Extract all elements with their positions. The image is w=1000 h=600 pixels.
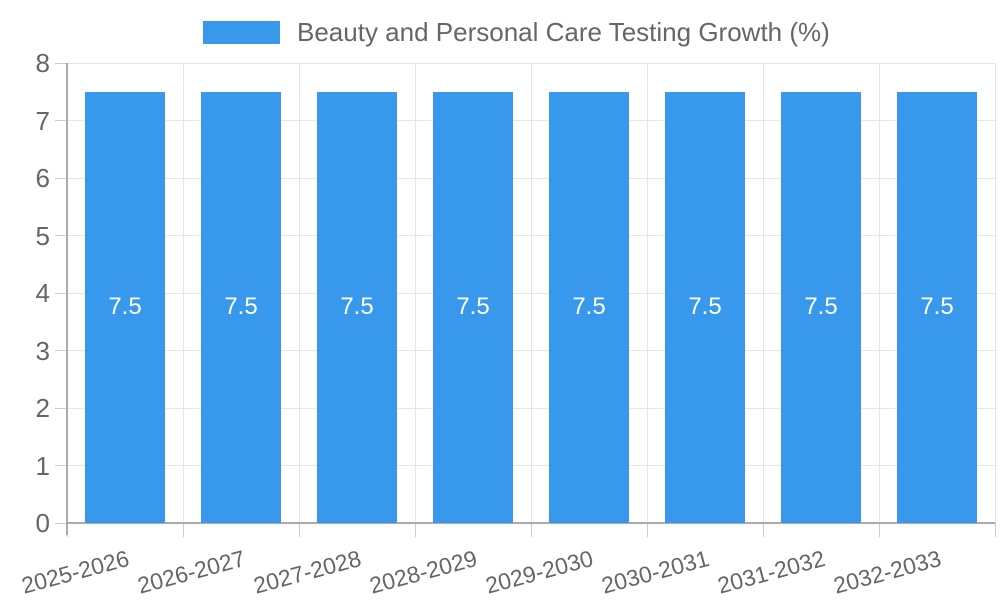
bar[interactable]: 7.5 xyxy=(665,91,745,523)
v-gridline xyxy=(530,63,532,523)
y-axis-line xyxy=(66,63,68,535)
bar[interactable]: 7.5 xyxy=(549,91,629,523)
bar[interactable]: 7.5 xyxy=(433,91,513,523)
y-tick-label: 3 xyxy=(35,335,50,366)
y-tick-mark xyxy=(55,465,67,466)
y-tick-label: 5 xyxy=(35,220,50,251)
x-axis-line xyxy=(67,522,995,524)
x-tick-mark xyxy=(646,523,648,537)
y-tick-mark xyxy=(55,120,67,121)
v-gridline xyxy=(878,63,880,523)
y-tick-mark xyxy=(55,177,67,179)
v-gridline xyxy=(646,63,648,523)
v-gridline xyxy=(762,63,764,523)
x-tick-mark xyxy=(182,523,184,537)
y-tick-label: 7 xyxy=(35,105,50,136)
y-tick-label: 0 xyxy=(35,508,50,538)
bar-value-label: 7.5 xyxy=(224,293,258,321)
bar[interactable]: 7.5 xyxy=(897,91,977,523)
x-tick-mark xyxy=(878,523,880,537)
bar-value-label: 7.5 xyxy=(340,293,374,321)
bar-value-label: 7.5 xyxy=(456,293,490,321)
y-tick-mark xyxy=(55,62,67,64)
y-tick-label: 2 xyxy=(35,393,50,423)
y-tick-mark xyxy=(55,235,67,236)
bar-value-label: 7.5 xyxy=(108,293,142,321)
legend-swatch xyxy=(203,20,280,44)
chart-legend[interactable]: Beauty and Personal Care Testing Growth … xyxy=(203,14,830,50)
y-tick-label: 6 xyxy=(35,163,50,193)
bar[interactable]: 7.5 xyxy=(201,91,281,523)
x-tick-label: 2032-2033 xyxy=(830,545,944,599)
y-tick-label: 1 xyxy=(35,450,50,481)
bar-value-label: 7.5 xyxy=(572,293,606,321)
bar[interactable]: 7.5 xyxy=(781,91,861,523)
bar-value-label: 7.5 xyxy=(688,293,722,321)
x-tick-label: 2026-2027 xyxy=(134,545,248,599)
x-tick-label: 2028-2029 xyxy=(366,545,480,599)
y-tick-mark xyxy=(55,350,67,351)
v-gridline xyxy=(298,63,300,523)
y-tick-label: 4 xyxy=(35,278,50,308)
x-tick-label: 2027-2028 xyxy=(250,545,364,599)
v-gridline xyxy=(994,63,996,523)
x-tick-mark xyxy=(530,523,532,537)
x-tick-label: 2029-2030 xyxy=(482,545,596,599)
bar[interactable]: 7.5 xyxy=(317,91,397,523)
chart-title: Beauty and Personal Care Testing Growth … xyxy=(297,17,830,47)
x-tick-label: 2031-2032 xyxy=(714,545,828,599)
x-tick-label: 2025-2026 xyxy=(18,545,132,599)
x-tick-label: 2030-2031 xyxy=(598,545,712,599)
bar[interactable]: 7.5 xyxy=(85,91,165,523)
x-tick-mark xyxy=(994,523,996,537)
y-tick-mark xyxy=(55,292,67,294)
x-tick-mark xyxy=(298,523,300,537)
v-gridline xyxy=(182,63,184,523)
x-tick-mark xyxy=(414,523,416,537)
v-gridline xyxy=(414,63,416,523)
y-tick-mark xyxy=(55,407,67,409)
y-tick-label: 8 xyxy=(35,48,50,78)
x-tick-mark xyxy=(762,523,764,537)
bar-value-label: 7.5 xyxy=(804,293,838,321)
bar-value-label: 7.5 xyxy=(920,293,954,321)
y-tick-mark xyxy=(55,522,67,524)
